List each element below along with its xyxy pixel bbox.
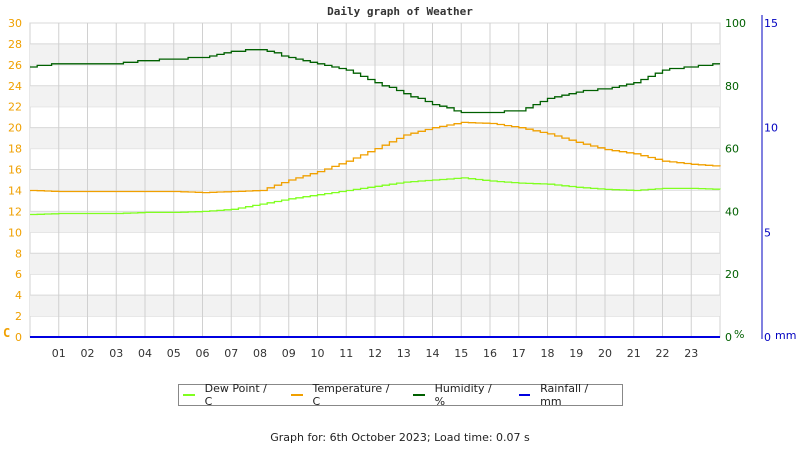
x-tick-label: 14 — [426, 347, 440, 360]
rain-tick-label: 10 — [764, 122, 778, 135]
left-tick-label: 24 — [8, 80, 22, 93]
left-tick-label: 10 — [8, 226, 22, 239]
left-axis-unit: C — [3, 326, 10, 340]
left-tick-label: 0 — [15, 331, 22, 344]
x-tick-label: 11 — [339, 347, 353, 360]
data-series — [30, 49, 721, 338]
x-tick-label: 02 — [81, 347, 95, 360]
legend-label: Humidity / % — [434, 382, 492, 408]
legend-item: Temperature / C — [290, 382, 398, 408]
left-tick-label: 18 — [8, 143, 22, 156]
x-tick-label: 10 — [311, 347, 325, 360]
humidity-axis-ticks: 0 20 40 60 80 100 — [725, 17, 746, 344]
left-tick-label: 2 — [15, 310, 22, 323]
series-line — [30, 177, 721, 216]
legend-label: Temperature / C — [312, 382, 390, 408]
legend-swatch-icon — [412, 394, 425, 396]
left-tick-label: 8 — [15, 247, 22, 260]
left-tick-label: 12 — [8, 205, 22, 218]
x-tick-label: 16 — [483, 347, 497, 360]
legend-swatch-icon — [183, 394, 195, 396]
rain-tick-label: 0 — [764, 331, 771, 344]
footer-status: Graph for: 6th October 2023; Load time: … — [270, 431, 530, 444]
humidity-axis-unit: % — [734, 328, 744, 341]
x-tick-label: 12 — [368, 347, 382, 360]
x-axis-ticks: 01 02 03 04 05 06 07 08 09 10 11 12 13 14 15 16 17 18 19 20… — [52, 347, 699, 360]
left-tick-label: 16 — [8, 164, 22, 177]
x-tick-label: 22 — [656, 347, 670, 360]
rainfall-axis: 0 5 10 15 — [761, 15, 778, 344]
x-tick-label: 17 — [512, 347, 526, 360]
x-tick-label: 04 — [138, 347, 152, 360]
rain-tick-label: 15 — [764, 17, 778, 30]
legend-item: Humidity / % — [412, 382, 504, 408]
legend-item: Dew Point / C — [183, 382, 276, 408]
x-tick-label: 03 — [109, 347, 123, 360]
x-tick-label: 18 — [541, 347, 555, 360]
humidity-tick-label: 0 — [725, 331, 732, 344]
series-line — [30, 49, 720, 114]
legend-item: Rainfall / mm — [518, 382, 611, 408]
left-tick-label: 26 — [8, 59, 22, 72]
legend: Dew Point / C Temperature / C Humidity / %… — [178, 382, 623, 408]
rain-tick-label: 5 — [764, 226, 771, 239]
x-tick-label: 07 — [224, 347, 238, 360]
left-tick-label: 4 — [15, 289, 22, 302]
humidity-tick-label: 60 — [725, 143, 739, 156]
x-tick-label: 23 — [684, 347, 698, 360]
legend-label: Rainfall / mm — [540, 382, 589, 408]
rainfall-axis-unit: mm — [775, 329, 796, 342]
chart-title: Daily graph of Weather — [327, 5, 473, 18]
left-tick-label: 6 — [15, 268, 22, 281]
x-tick-label: 21 — [627, 347, 641, 360]
x-tick-label: 06 — [196, 347, 210, 360]
x-tick-label: 15 — [454, 347, 468, 360]
left-tick-label: 22 — [8, 101, 22, 114]
series-line — [30, 121, 721, 194]
legend-swatch-icon — [518, 394, 531, 396]
x-tick-label: 09 — [282, 347, 296, 360]
legend-label: Dew Point / C — [204, 382, 267, 408]
left-tick-label: 30 — [8, 17, 22, 30]
left-tick-label: 28 — [8, 38, 22, 51]
humidity-tick-label: 20 — [725, 268, 739, 281]
x-tick-label: 19 — [569, 347, 583, 360]
x-tick-label: 13 — [397, 347, 411, 360]
humidity-tick-label: 100 — [725, 17, 746, 30]
humidity-tick-label: 40 — [725, 205, 739, 218]
left-tick-label: 20 — [8, 122, 22, 135]
x-tick-label: 05 — [167, 347, 181, 360]
x-tick-label: 01 — [52, 347, 66, 360]
legend-swatch-icon — [290, 394, 303, 396]
x-tick-label: 08 — [253, 347, 267, 360]
x-tick-label: 20 — [598, 347, 612, 360]
left-tick-label: 14 — [8, 184, 22, 197]
humidity-tick-label: 80 — [725, 80, 739, 93]
